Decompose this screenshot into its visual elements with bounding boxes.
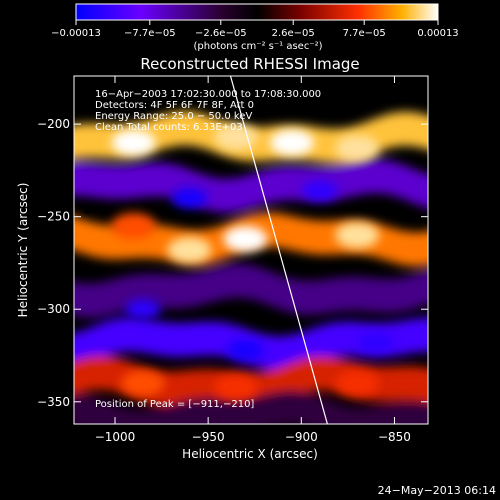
hot-spot [214, 124, 259, 151]
plot-frame [73, 75, 429, 425]
info-line: 16−Apr−2003 17:02:30.000 to 17:08:30.000 [95, 89, 321, 100]
colorbar-ticks: −0.00013 −7.7e−05 −2.6e−05 2.6e−05 7.7e−05 0.… [51, 20, 459, 39]
intensity-band [74, 263, 428, 318]
colorbar [75, 3, 439, 21]
colorbar-tick-label: 2.6e−05 [272, 28, 315, 39]
colorbar-tick-label: 7.7e−05 [343, 28, 386, 39]
intensity-band [74, 158, 428, 213]
x-tick-label: −1000 [95, 430, 136, 444]
info-line: Energy Range: 25.0 − 50.0 keV [95, 111, 252, 122]
observation-info: 16−Apr−2003 17:02:30.000 to 17:08:30.000… [95, 89, 321, 133]
heatmap-image [74, 76, 428, 424]
x-tick-label: −850 [378, 430, 411, 444]
hot-spot [269, 129, 314, 156]
x-tick-label: −950 [192, 430, 225, 444]
peak-position-label: Position of Peak = [−911,−210] [95, 399, 254, 410]
x-axis-ticks: −1000 −950 −900 −850 [95, 76, 411, 444]
hot-spot [214, 373, 259, 400]
cold-spot [171, 188, 208, 209]
cold-spot [124, 299, 161, 320]
cold-spot [301, 180, 338, 201]
hot-spot [167, 237, 212, 263]
solar-limb-line [229, 76, 328, 424]
y-tick-label: −300 [37, 302, 70, 316]
colorbar-unit-label: (photons cm⁻² s⁻¹ asec⁻²) [193, 41, 322, 52]
hot-spot [335, 370, 380, 397]
info-line: Detectors: 4F 5F 6F 7F 8F, Att 0 [95, 100, 254, 111]
hot-spot [335, 135, 380, 162]
hot-spot [111, 129, 156, 156]
y-tick-label: −200 [37, 117, 70, 131]
colorbar-tick-label: −2.6e−05 [195, 28, 247, 39]
y-axis-ticks: −200 −250 −300 −350 [37, 117, 428, 409]
colorbar-tick-label: −7.7e−05 [124, 28, 176, 39]
footer-date: 24−May−2013 06:14 [378, 484, 496, 497]
hot-spot [335, 222, 380, 249]
y-tick-label: −250 [37, 210, 70, 224]
chart-title: Reconstructed RHESSI Image [140, 55, 359, 73]
cold-spot [227, 339, 264, 360]
y-axis-label: Heliocentric Y (arcsec) [16, 183, 30, 318]
hot-spot [111, 212, 156, 239]
intensity-band [74, 390, 428, 424]
x-axis-label: Heliocentric X (arcsec) [182, 447, 318, 461]
cold-spot [357, 332, 394, 353]
hot-spot [120, 370, 165, 397]
x-tick-label: −900 [285, 430, 318, 444]
info-line: Clean Total counts: 6.33E+03 [95, 122, 243, 133]
y-tick-label: −350 [37, 395, 70, 409]
peak-marker [84, 208, 90, 214]
hot-spot [223, 225, 268, 252]
colorbar-tick-label: −0.00013 [51, 28, 101, 39]
colorbar-tick-label: 0.00013 [417, 28, 458, 39]
